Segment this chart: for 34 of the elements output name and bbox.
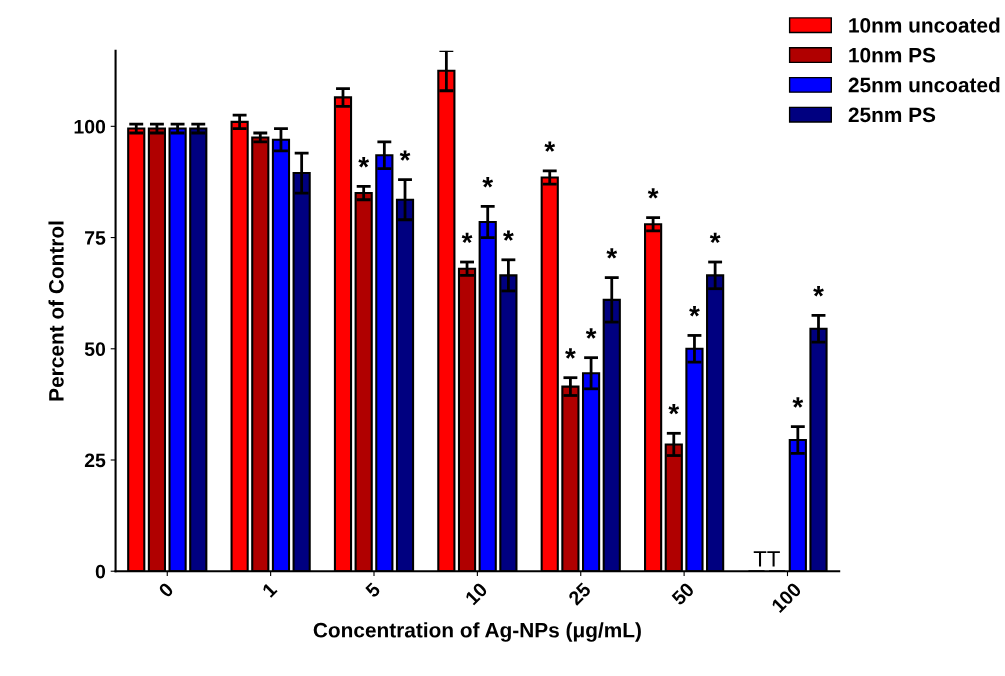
legend-label: 25nm PS: [848, 107, 936, 123]
y-axis-title: Percent of Control: [48, 221, 64, 401]
x-tick-label: 50: [670, 581, 695, 606]
legend-label: 25nm uncoated: [848, 77, 1000, 93]
data-label: *: [503, 230, 514, 241]
data-label: *: [606, 248, 618, 259]
x-tick-label: 100: [770, 581, 803, 614]
data-label: *: [565, 348, 576, 359]
data-label: *: [482, 177, 494, 188]
y-tick-label: 75: [85, 231, 106, 245]
data-label: *: [689, 306, 700, 317]
legend-label: 10nm PS: [849, 47, 936, 63]
annotation: TT: [753, 551, 780, 567]
x-tick-label: 25: [567, 581, 592, 606]
data-label: *: [647, 188, 659, 199]
y-tick-label: 50: [84, 342, 106, 357]
legend-label: 10nm uncoated: [849, 17, 1000, 33]
data-label: *: [813, 286, 824, 297]
data-label: *: [585, 328, 597, 339]
x-axis-title: Concentration of Ag-NPs (μg/mL): [313, 622, 641, 642]
x-tick-label: 0: [157, 581, 175, 599]
y-tick-label: 100: [74, 119, 106, 134]
data-label: *: [544, 141, 556, 152]
data-label: *: [668, 403, 680, 415]
data-label: *: [792, 397, 804, 408]
data-label: *: [709, 232, 721, 244]
data-label: *: [399, 150, 411, 161]
y-tick-label: 0: [95, 564, 106, 579]
x-tick-label: 1: [261, 581, 278, 598]
x-tick-label: 10: [464, 581, 489, 606]
x-tick-label: 5: [364, 581, 382, 599]
data-label: *: [461, 232, 473, 244]
y-tick-label: 25: [84, 453, 106, 468]
data-label: *: [358, 157, 370, 168]
